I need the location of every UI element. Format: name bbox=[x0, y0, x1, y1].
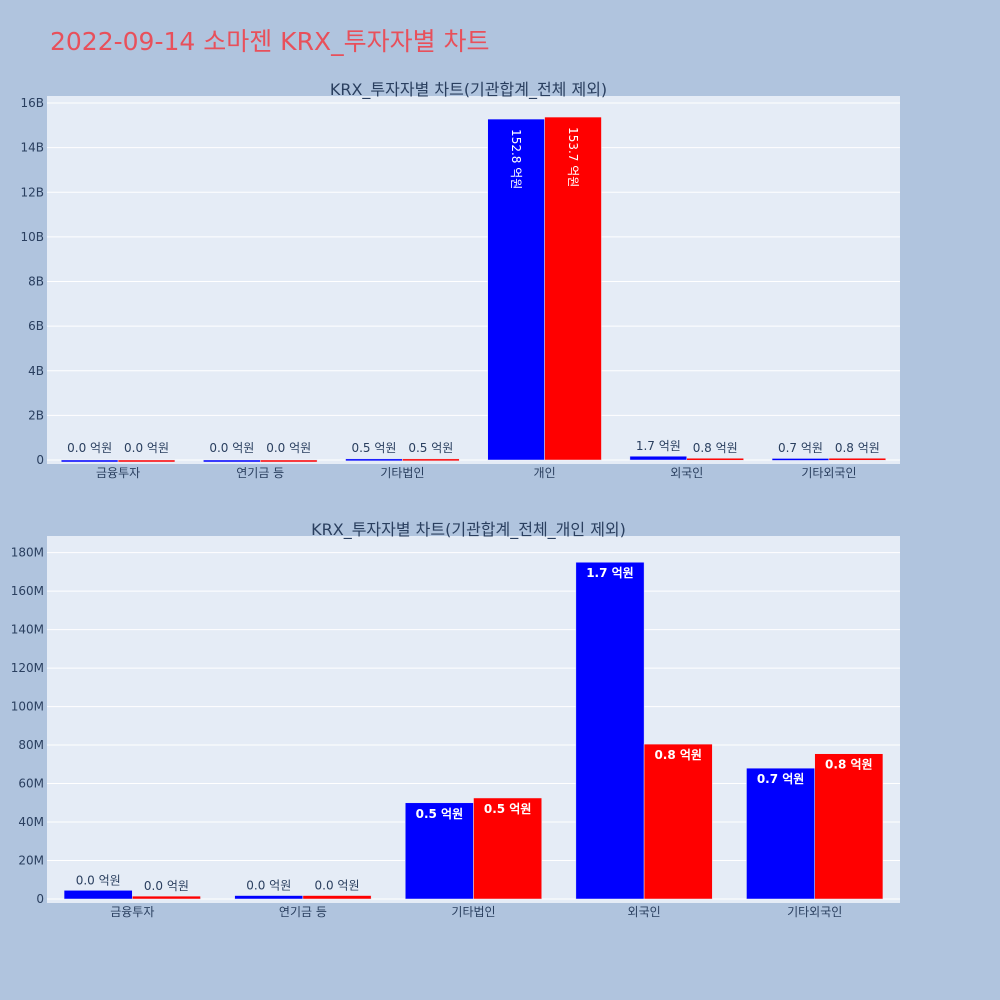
data-label: 0.0 억원 bbox=[209, 441, 254, 455]
y-tick-label: 160M bbox=[11, 584, 44, 598]
page-title: 2022-09-14 소마젠 KRX_투자자별 차트 bbox=[50, 27, 490, 56]
chart-2: 0 20M 40M 60M 80M 100M 120M 140M 160M 180M KRX_투자자… bbox=[11, 520, 900, 919]
data-label: 0.0 억원 bbox=[144, 879, 189, 893]
y-tick-label: 6B bbox=[28, 319, 44, 333]
data-label: 1.7 억원 bbox=[636, 439, 681, 453]
bar bbox=[405, 802, 474, 900]
data-label: 0.8 억원 bbox=[654, 748, 702, 762]
plot-area bbox=[47, 96, 900, 464]
x-tick-label: 연기금 등 bbox=[236, 466, 284, 480]
data-label: 152.8 억원 bbox=[509, 129, 523, 189]
chart-1: 0 2B 4B 6B 8B 10B 12B 14B 16B KRX_투자자별 차트(기관합계_전체… bbox=[20, 80, 900, 480]
bar bbox=[544, 116, 602, 461]
bar bbox=[203, 459, 261, 463]
bar bbox=[746, 767, 815, 900]
y-tick-label: 180M bbox=[11, 546, 44, 560]
bar bbox=[686, 457, 744, 461]
bar bbox=[814, 753, 884, 900]
bar bbox=[402, 458, 460, 462]
y-tick-label: 80M bbox=[18, 738, 44, 752]
y-tick-label: 2B bbox=[28, 408, 44, 422]
x-tick-label: 개인 bbox=[534, 466, 556, 480]
x-tick-label: 기타법인 bbox=[451, 905, 495, 919]
bar bbox=[60, 459, 119, 463]
y-tick-label: 60M bbox=[18, 777, 44, 791]
x-tick-label: 금융투자 bbox=[96, 466, 140, 480]
data-label: 0.0 억원 bbox=[246, 879, 291, 893]
bar bbox=[575, 561, 645, 900]
y-tick-label: 120M bbox=[11, 661, 44, 675]
data-label: 0.0 억원 bbox=[266, 441, 311, 455]
x-tick-label: 외국인 bbox=[670, 466, 703, 480]
data-label: 0.5 억원 bbox=[351, 441, 396, 455]
x-tick-label: 기타외국인 bbox=[787, 905, 842, 919]
bar bbox=[643, 743, 713, 900]
data-label: 0.5 억원 bbox=[408, 441, 453, 455]
x-tick-label: 금융투자 bbox=[110, 905, 154, 919]
chart-title: KRX_투자자별 차트(기관합계_전체_개인 제외) bbox=[311, 520, 626, 540]
bar bbox=[260, 459, 318, 463]
data-label: 0.8 억원 bbox=[693, 441, 738, 455]
data-label: 153.7 억원 bbox=[566, 127, 580, 187]
y-tick-label: 14B bbox=[20, 141, 44, 155]
y-tick-label: 16B bbox=[20, 96, 44, 110]
x-tick-label: 기타법인 bbox=[380, 466, 424, 480]
bar bbox=[63, 890, 133, 900]
bar bbox=[487, 118, 545, 461]
x-tick-label: 기타외국인 bbox=[801, 466, 856, 480]
bar bbox=[132, 895, 201, 900]
y-tick-label: 4B bbox=[28, 364, 44, 378]
data-label: 0.0 억원 bbox=[315, 879, 360, 893]
data-label: 0.5 억원 bbox=[484, 802, 532, 816]
y-tick-label: 0 bbox=[36, 453, 44, 467]
y-tick-label: 40M bbox=[18, 815, 44, 829]
data-label: 0.0 억원 bbox=[124, 441, 169, 455]
bar bbox=[117, 459, 176, 463]
y-tick-label: 8B bbox=[28, 275, 44, 289]
y-tick-label: 100M bbox=[11, 700, 44, 714]
bar bbox=[345, 458, 403, 462]
data-label: 0.7 억원 bbox=[757, 772, 805, 786]
y-tick-label: 10B bbox=[20, 230, 44, 244]
bar bbox=[771, 458, 830, 461]
data-label: 0.8 억원 bbox=[825, 758, 873, 772]
bar bbox=[473, 797, 542, 900]
data-label: 0.0 억원 bbox=[76, 873, 121, 887]
data-label: 1.7 억원 bbox=[586, 566, 634, 580]
x-tick-label: 연기금 등 bbox=[279, 905, 327, 919]
data-label: 0.7 억원 bbox=[778, 441, 823, 455]
bar bbox=[828, 457, 887, 461]
x-tick-label: 외국인 bbox=[628, 905, 661, 919]
y-tick-label: 20M bbox=[18, 854, 44, 868]
data-label: 0.8 억원 bbox=[835, 441, 880, 455]
chart-title: KRX_투자자별 차트(기관합계_전체 제외) bbox=[330, 80, 607, 100]
bar bbox=[234, 895, 304, 900]
y-tick-label: 140M bbox=[11, 623, 44, 637]
data-label: 0.5 억원 bbox=[416, 807, 464, 821]
y-tick-label: 12B bbox=[20, 185, 44, 199]
bar bbox=[629, 455, 688, 461]
data-label: 0.0 억원 bbox=[67, 441, 112, 455]
bar bbox=[302, 895, 372, 900]
y-tick-label: 0 bbox=[36, 892, 44, 906]
